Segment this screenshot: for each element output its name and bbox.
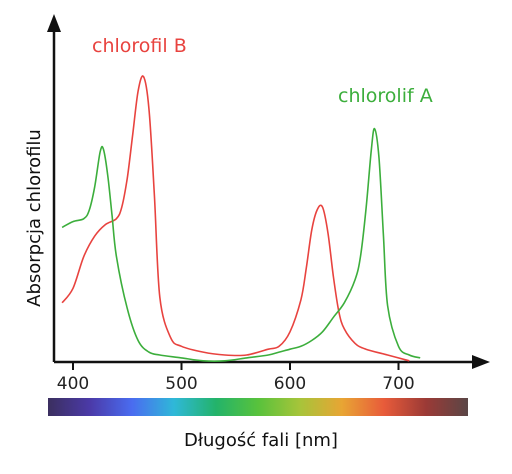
series-line-chlorofil-b — [61, 75, 410, 362]
y-axis-title: Absorpcja chlorofilu — [24, 129, 45, 307]
series-line-chlorolif-a — [61, 127, 421, 362]
x-axis-title: Długość fali [nm] — [184, 430, 338, 451]
x-ticks: 400 500 600 700 — [57, 362, 415, 394]
x-axis-arrow — [472, 355, 490, 369]
x-tick-label: 500 — [165, 374, 197, 394]
spectrum-bar — [48, 398, 468, 416]
y-axis-arrow — [47, 14, 61, 32]
series-label-chlorolif-a: chlorolif A — [338, 85, 433, 107]
x-tick-label: 400 — [57, 374, 89, 394]
x-tick-label: 700 — [382, 374, 414, 394]
series-label-chlorofil-b: chlorofil B — [92, 35, 187, 57]
x-tick-label: 600 — [274, 374, 306, 394]
